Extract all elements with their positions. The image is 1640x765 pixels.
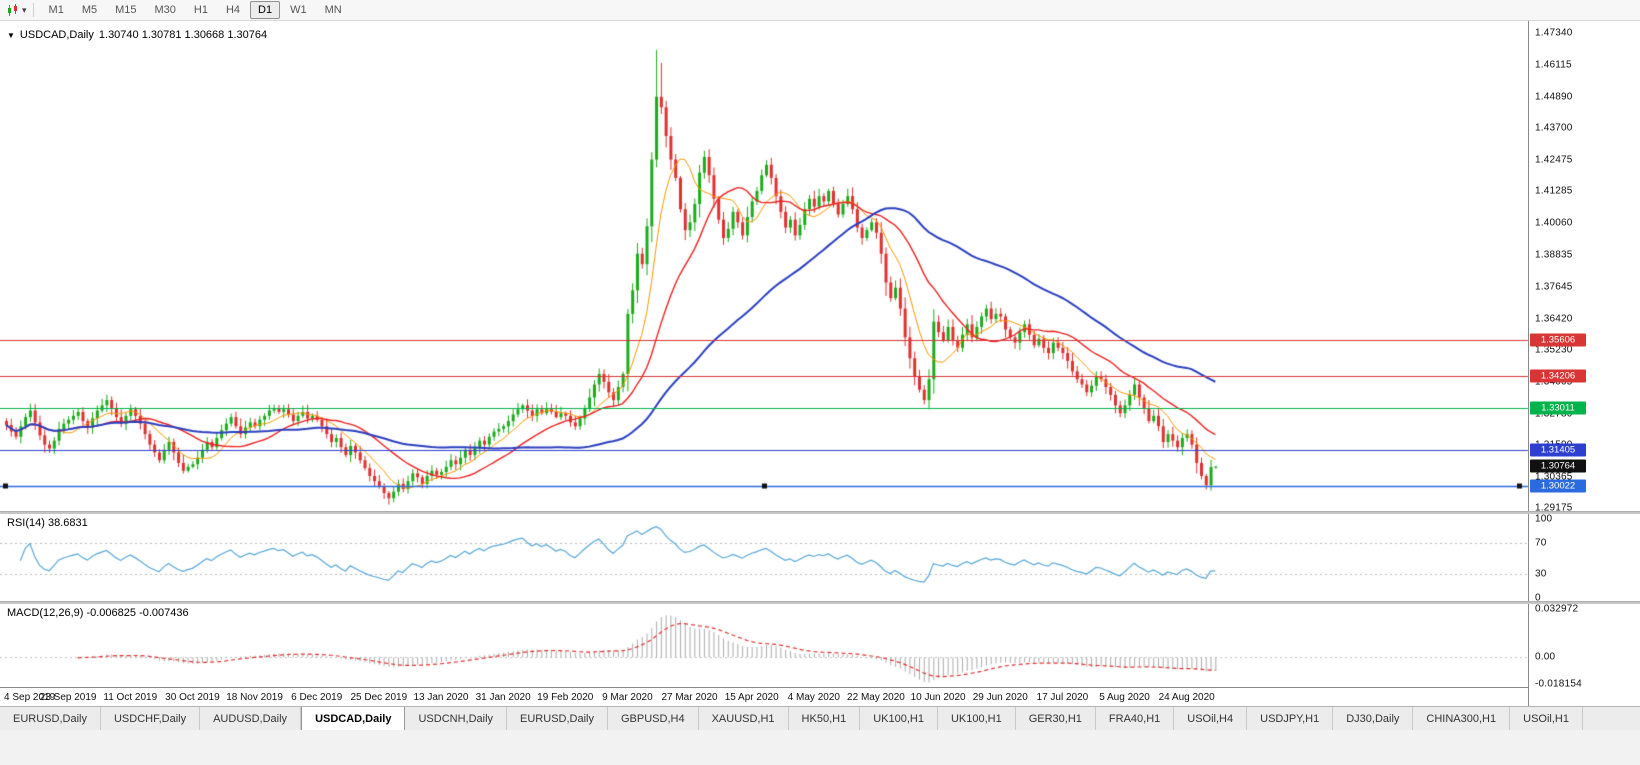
chart-tab-bar: EURUSD,Daily USDCHF,Daily AUDUSD,Daily USDC… (0, 706, 1640, 730)
pane-splitter-rsi[interactable] (0, 511, 1640, 514)
date-axis-label: 11 Oct 2019 (103, 692, 158, 703)
toolbar-divider (32, 3, 34, 17)
tab-audusd-daily[interactable]: AUDUSD,Daily (200, 707, 302, 730)
date-axis-label: 17 Jul 2020 (1036, 692, 1089, 703)
price-axis-label: 1.36420 (1535, 313, 1573, 325)
tab-xauusd-h1[interactable]: XAUUSD,H1 (699, 707, 789, 730)
timeframe-button-d1[interactable]: D1 (250, 1, 281, 19)
date-axis-label: 31 Jan 2020 (475, 692, 531, 703)
price-axis-label: 1.44890 (1535, 91, 1573, 103)
tab-hk50-h1[interactable]: HK50,H1 (789, 707, 861, 730)
date-axis-label: 18 Nov 2019 (226, 692, 283, 703)
price-axis-label: 1.38835 (1535, 249, 1573, 261)
hline-price-badge: 1.35606 (1530, 333, 1586, 347)
date-axis-label: 24 Aug 2020 (1158, 692, 1215, 703)
timeframe-button-w1[interactable]: W1 (290, 4, 307, 16)
price-axis-label: 1.46115 (1535, 59, 1572, 71)
chevron-down-icon[interactable]: ▾ (22, 4, 27, 15)
bottom-strip (0, 730, 1640, 765)
price-axis-label: 1.43700 (1535, 122, 1573, 134)
tab-eurusd-daily[interactable]: EURUSD,Daily (507, 707, 608, 730)
tab-uk100-h1[interactable]: UK100,H1 (938, 707, 1016, 730)
date-axis-label: 4 Sep 2019 (4, 692, 56, 703)
pane-splitter-macd[interactable] (0, 601, 1640, 604)
date-axis-label: 6 Dec 2019 (291, 692, 343, 703)
price-axis-label: 1.30365 (1535, 471, 1573, 483)
macd-axis-label: -0.018154 (1535, 678, 1582, 690)
timeframe-button-m5[interactable]: M5 (81, 4, 98, 16)
tab-uk100-h1[interactable]: UK100,H1 (860, 707, 938, 730)
candlestick-chart-icon[interactable] (4, 3, 22, 17)
tab-gbpusd-h4[interactable]: GBPUSD,H4 (608, 707, 699, 730)
rsi-label: RSI(14) 38.6831 (7, 517, 88, 529)
date-axis-label: 30 Oct 2019 (165, 692, 220, 703)
hline-price-badge: 1.30022 (1530, 479, 1586, 493)
macd-label: MACD(12,26,9) -0.006825 -0.007436 (7, 607, 189, 619)
macd-axis-label: 0.032972 (1535, 603, 1579, 615)
price-axis-label: 1.37645 (1535, 281, 1573, 293)
date-axis-label: 23 Sep 2019 (39, 692, 97, 703)
timeframe-button-m15[interactable]: M15 (115, 4, 137, 16)
date-axis-label: 10 Jun 2020 (910, 692, 966, 703)
date-axis-label: 22 May 2020 (847, 692, 905, 703)
date-axis-label: 5 Aug 2020 (1099, 692, 1150, 703)
timeframe-button-h4[interactable]: H4 (225, 4, 241, 16)
timeframe-button-mn[interactable]: MN (324, 4, 342, 16)
rsi-axis-label: 0 (1535, 592, 1541, 604)
date-axis-label: 29 Jun 2020 (972, 692, 1028, 703)
timeframe-button-h1[interactable]: H1 (193, 4, 208, 16)
candlestick-chart-glyph (8, 3, 17, 16)
rsi-axis-label: 100 (1535, 513, 1553, 525)
price-axis-label: 1.29175 (1535, 502, 1573, 514)
hline-price-badge: 1.34206 (1530, 369, 1586, 383)
tab-dj30-daily[interactable]: DJ30,Daily (1333, 707, 1414, 730)
tab-usdcnh-daily[interactable]: USDCNH,Daily (405, 707, 508, 730)
price-axis-label: 1.41285 (1535, 185, 1573, 197)
macd-axis-label: 0.00 (1535, 651, 1556, 663)
tab-ger30-h1[interactable]: GER30,H1 (1016, 707, 1096, 730)
timeframe-group: M1 M5 M15 M30 H1 H4 D1 W1 MN (40, 1, 351, 19)
rsi-axis-label: 70 (1535, 537, 1547, 549)
date-axis-label: 13 Jan 2020 (413, 692, 469, 703)
tab-usoil-h1[interactable]: USOil,H1 (1510, 707, 1583, 730)
date-axis-label: 4 May 2020 (787, 692, 840, 703)
date-axis-label: 19 Feb 2020 (537, 692, 594, 703)
chart-title: ▼ USDCAD,Daily 1.30740 1.30781 1.30668 1… (7, 29, 267, 41)
price-axis[interactable]: 1.47340 1.46115 1.44890 1.43700 1.42475 1.412… (1528, 21, 1640, 706)
tab-usoil-h4[interactable]: USOil,H4 (1174, 707, 1248, 730)
price-axis-label: 1.47340 (1535, 27, 1573, 39)
price-axis-label: 1.35230 (1535, 344, 1573, 356)
date-axis-label: 25 Dec 2019 (350, 692, 408, 703)
chart-ohlc-values: 1.30740 1.30781 1.30668 1.30764 (98, 29, 268, 41)
rsi-axis-label: 30 (1535, 568, 1547, 580)
price-axis-label: 1.40060 (1535, 217, 1573, 229)
tab-usdjpy-h1[interactable]: USDJPY,H1 (1247, 707, 1334, 730)
price-axis-label: 1.42475 (1535, 154, 1573, 166)
current-price-badge: 1.30764 (1530, 459, 1586, 473)
tab-eurusd-daily[interactable]: EURUSD,Daily (0, 707, 101, 730)
date-axis-label: 15 Apr 2020 (724, 692, 779, 703)
tab-usdchf-daily[interactable]: USDCHF,Daily (101, 707, 201, 730)
symbol-marker-icon: ▼ (7, 30, 15, 40)
timeframe-button-m1[interactable]: M1 (48, 4, 64, 16)
tab-china300-h1[interactable]: CHINA300,H1 (1413, 707, 1511, 730)
hline-price-badge: 1.33011 (1530, 401, 1586, 415)
date-axis[interactable]: 4 Sep 2019 23 Sep 2019 11 Oct 2019 30 Oct 2… (0, 687, 1528, 706)
chart-symbol-label: USDCAD,Daily (19, 29, 94, 41)
top-toolbar: ▾ M1 M5 M15 M30 H1 H4 D1 W1 MN (0, 0, 1640, 21)
timeframe-button-m30[interactable]: M30 (154, 4, 176, 16)
date-axis-label: 27 Mar 2020 (661, 692, 718, 703)
tab-fra40-h1[interactable]: FRA40,H1 (1096, 707, 1175, 730)
date-axis-label: 9 Mar 2020 (602, 692, 653, 703)
hline-price-badge: 1.31405 (1530, 443, 1586, 457)
tab-usdcad-daily[interactable]: USDCAD,Daily (301, 707, 406, 730)
